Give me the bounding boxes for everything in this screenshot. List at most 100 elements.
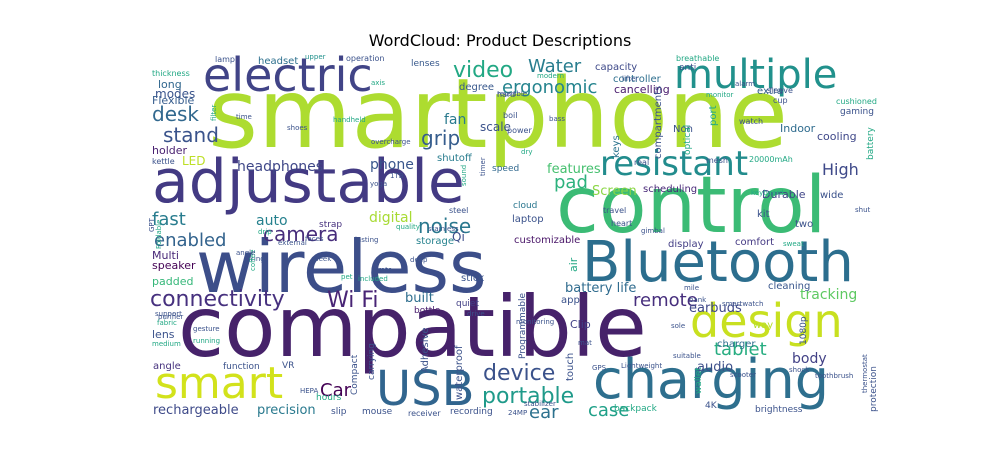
word-anti: anti bbox=[679, 63, 696, 73]
word-waterproof: waterproof bbox=[454, 345, 465, 400]
word-mouse: mouse bbox=[362, 407, 393, 417]
word-carrying: carrying bbox=[367, 343, 377, 380]
word-case: case bbox=[588, 400, 629, 421]
word-compartments: compartments bbox=[653, 86, 664, 159]
word-degree: degree bbox=[459, 82, 494, 93]
word-faces: faces bbox=[305, 235, 324, 243]
word-ergonomic: ergonomic bbox=[502, 77, 597, 98]
word-portable: portable bbox=[482, 384, 574, 409]
word-built: built bbox=[405, 291, 434, 306]
word-precision: precision bbox=[257, 403, 316, 418]
word-video: video bbox=[453, 58, 513, 83]
word-kit: kit bbox=[757, 209, 770, 220]
word-laptop: laptop bbox=[512, 214, 544, 225]
word-monitor: monitor bbox=[706, 91, 734, 99]
word-enabled: enabled bbox=[154, 230, 226, 251]
word-control: control bbox=[556, 161, 826, 251]
word-tablet: tablet bbox=[714, 339, 767, 360]
word-device: device bbox=[483, 361, 555, 386]
word-fast: fast bbox=[152, 209, 186, 230]
word-storage: storage bbox=[416, 236, 454, 247]
word-fan: fan bbox=[444, 112, 466, 128]
word-sleek: sleek bbox=[313, 255, 332, 263]
word-monitoring: monitoring bbox=[516, 318, 554, 326]
word-receiver: receiver bbox=[408, 409, 441, 418]
word-desk: desk bbox=[152, 102, 199, 126]
word-lenses: lenses bbox=[411, 59, 440, 69]
word-headphones: headphones bbox=[237, 159, 323, 175]
word-extra: extra bbox=[757, 86, 783, 97]
word-drive: drive bbox=[467, 310, 485, 318]
word-cloud: cloud bbox=[513, 201, 537, 211]
word-quality: quality bbox=[396, 223, 420, 231]
word-non: Non bbox=[673, 124, 693, 135]
word-axis: axis bbox=[371, 79, 385, 87]
word-wireless: wireless bbox=[196, 225, 487, 309]
word-lamp: lamp bbox=[215, 55, 235, 64]
word-touch: touch bbox=[565, 353, 576, 381]
word-steel: steel bbox=[449, 206, 468, 215]
word-sleeve: sleeve bbox=[767, 86, 793, 95]
word-ring: ring bbox=[251, 255, 265, 263]
word-pad: pad bbox=[554, 172, 588, 193]
word-keys: keys bbox=[611, 135, 622, 158]
word-padded: padded bbox=[152, 275, 193, 288]
word-gpt: GPT bbox=[148, 217, 156, 232]
word-long: long bbox=[158, 78, 182, 91]
word-scooter: scooter bbox=[730, 371, 756, 379]
word-bluetooth: Bluetooth bbox=[582, 230, 854, 295]
word-breathable: breathable bbox=[676, 54, 719, 63]
word-adjustable: adjustable bbox=[152, 147, 465, 217]
word-design: design bbox=[690, 294, 843, 348]
word-travel: travel bbox=[603, 206, 626, 215]
word-scheduling: scheduling bbox=[643, 184, 697, 195]
word-angle: angle bbox=[236, 249, 255, 257]
word-qi: Qi bbox=[452, 230, 465, 244]
word-included: included bbox=[358, 275, 388, 283]
word-suitable: suitable bbox=[673, 352, 701, 360]
word-audio: audio bbox=[697, 360, 733, 375]
word-bank: bank bbox=[689, 296, 707, 304]
word-air: air bbox=[567, 257, 580, 272]
word-screen: Screen bbox=[592, 184, 637, 199]
word-modes: modes bbox=[155, 87, 195, 101]
word-controller: controller bbox=[613, 74, 662, 85]
word-app: app bbox=[561, 295, 580, 306]
word-wallet: wallet bbox=[694, 367, 704, 394]
word-medium: medium bbox=[152, 340, 181, 348]
word-yoga: yoga bbox=[370, 180, 387, 188]
word-running: running bbox=[193, 337, 220, 345]
word-port: port bbox=[708, 105, 719, 126]
word-sole: sole bbox=[671, 322, 685, 330]
word-external: external bbox=[278, 239, 307, 247]
word-gaming: gaming bbox=[840, 107, 874, 117]
word-clip: Clip bbox=[570, 318, 591, 331]
word-reusable: reusable bbox=[497, 90, 527, 98]
word-real: real bbox=[634, 158, 649, 167]
word-compatible: compatible bbox=[178, 278, 647, 376]
word-brightness: brightness bbox=[755, 405, 803, 415]
word-overcharge: overcharge bbox=[371, 138, 411, 146]
word-high: High bbox=[822, 160, 859, 179]
word-kettle: kettle bbox=[152, 157, 175, 166]
word-resistant: resistant bbox=[600, 144, 748, 184]
word-time: time bbox=[236, 113, 252, 121]
word-capacity: capacity bbox=[595, 62, 637, 73]
word-support: support bbox=[155, 310, 182, 318]
word-remote: remote bbox=[633, 290, 698, 311]
word-upper: upper bbox=[305, 53, 326, 61]
word-speed: speed bbox=[492, 164, 519, 174]
word-quiet: quiet bbox=[456, 299, 479, 309]
word-battery: battery bbox=[866, 126, 876, 160]
word-toothbrush: toothbrush bbox=[815, 372, 853, 380]
word-phone: phone bbox=[370, 157, 414, 173]
chart-title: WordCloud: Product Descriptions bbox=[368, 31, 632, 50]
word-rate: rate bbox=[378, 266, 392, 274]
word-dry: dry bbox=[521, 148, 532, 156]
word-programmable: Programmable bbox=[518, 293, 528, 359]
word-compact: Compact bbox=[350, 354, 360, 395]
word-wi-fi: Wi Fi bbox=[327, 288, 379, 313]
word-smartphone: smartphone bbox=[208, 58, 788, 170]
word-digital: digital bbox=[369, 210, 413, 226]
